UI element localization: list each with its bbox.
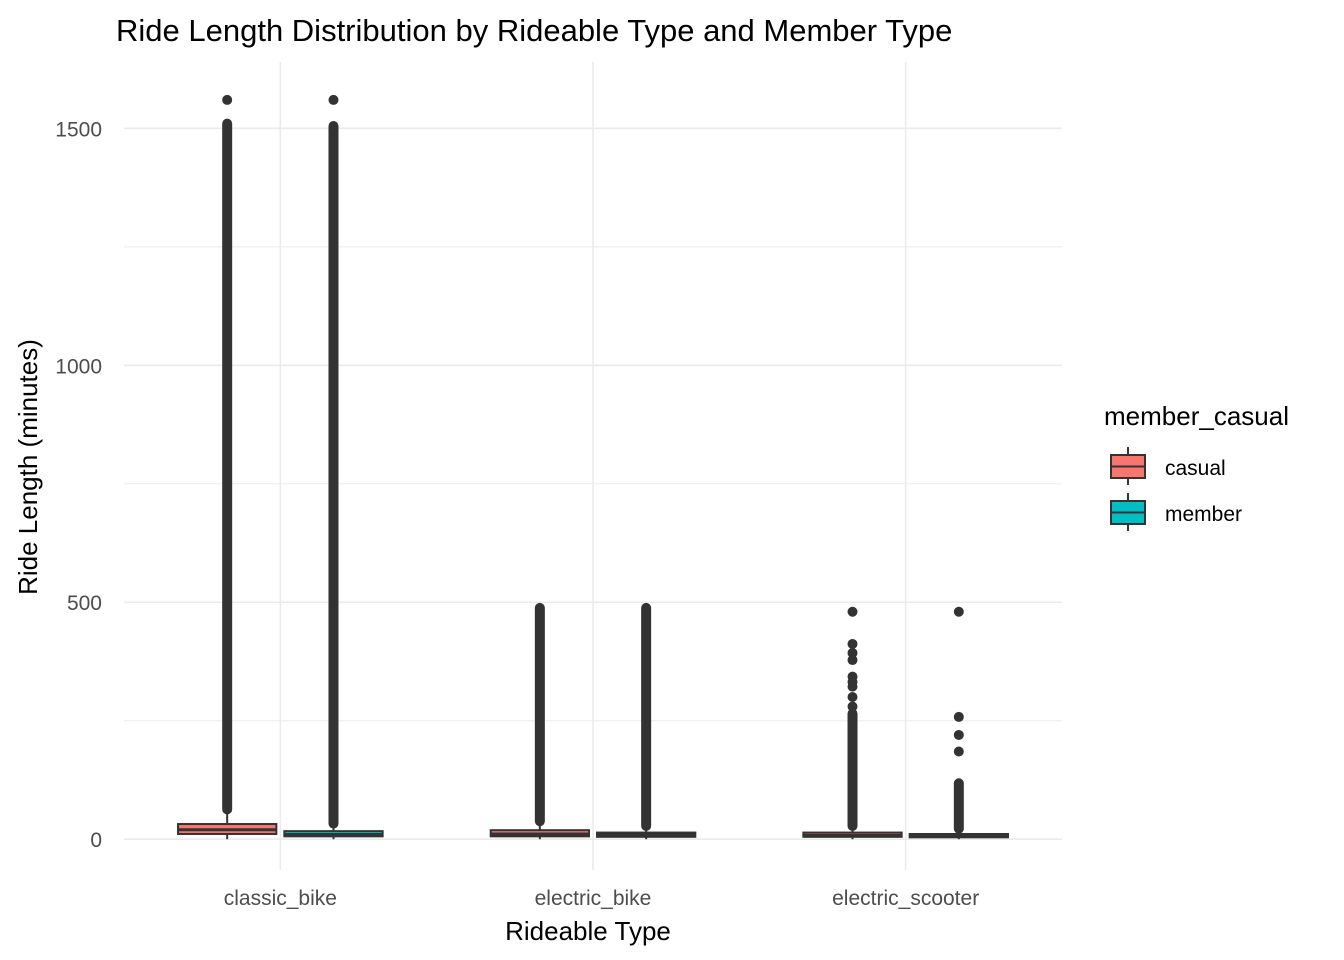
outlier-point [953,606,964,617]
outlier-point [847,606,858,617]
outlier-point [328,94,339,105]
box-casual-electric_bike [489,602,590,840]
outlier-point [953,729,964,740]
legend-label-member: member [1165,503,1242,526]
x-tick-label: electric_scooter [832,887,979,910]
outlier-point [222,94,233,105]
y-tick-label: 1000 [55,355,102,378]
legend-key-member: member [1110,493,1242,531]
y-tick-label: 500 [67,592,102,615]
legend-label-casual: casual [1165,457,1226,480]
box-casual-classic_bike [177,94,278,840]
box-member-electric_bike [596,602,697,840]
y-axis-title: Ride Length (minutes) [13,339,43,595]
outlier-point [847,701,858,712]
legend-title: member_casual [1104,401,1289,431]
y-tick-label: 0 [90,829,102,852]
x-axis-title: Rideable Type [505,916,671,946]
outlier-point [847,671,858,682]
y-tick-label: 1500 [55,118,102,141]
legend-key-casual: casual [1110,447,1226,485]
box-member-classic_bike [283,94,384,840]
outlier-point [953,711,964,722]
plot-panel: 0 500 1000 1500 classic_bike electric_bike ele… [55,62,1062,910]
chart-title: Ride Length Distribution by Rideable Typ… [116,13,952,48]
outlier-point [847,638,858,649]
outlier-point [847,692,858,703]
x-tick-label: electric_bike [535,887,652,910]
outlier-point [953,746,964,757]
box-casual-electric_scooter [802,606,903,840]
x-tick-label: classic_bike [224,887,337,910]
legend: member_casual casual member [1104,401,1289,531]
outlier-point [847,647,858,658]
box-member-electric_scooter [908,606,1009,840]
outlier-point [847,655,858,666]
box-layer [177,94,1009,840]
